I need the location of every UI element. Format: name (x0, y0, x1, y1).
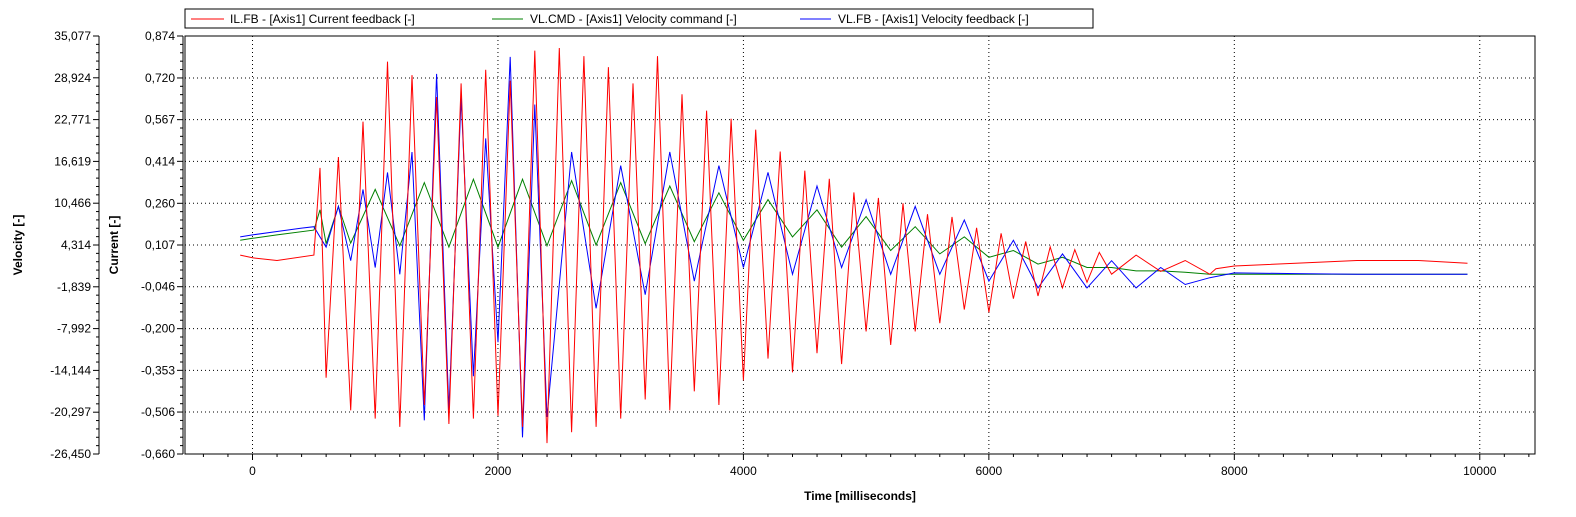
velocity-tick-label: -1,839 (57, 280, 91, 294)
current-tick-label: -0,200 (141, 322, 175, 336)
legend-box (184, 8, 1094, 29)
legend: IL.FB - [Axis1] Current feedback [-] VL.… (184, 8, 1094, 29)
series-layer (240, 47, 1468, 444)
current-tick-label: -0,353 (141, 363, 175, 377)
x-tick-label: 0 (249, 464, 256, 478)
x-tick-label: 10000 (1463, 464, 1497, 478)
current-tick-label: 0,874 (145, 29, 175, 43)
velocity-tick-label: -7,992 (57, 322, 91, 336)
velocity-tick-label: 35,077 (54, 29, 91, 43)
series-current-feedback (240, 47, 1468, 444)
x-tick-label: 2000 (485, 464, 512, 478)
velocity-tick-label: 22,771 (54, 113, 91, 127)
current-tick-label: 0,107 (145, 238, 175, 252)
plot-area (184, 35, 1536, 455)
current-axis-title: Current [-] (107, 216, 121, 275)
velocity-tick-label: -26,450 (50, 447, 91, 461)
x-axis: 0 2000 4000 6000 8000 10000 (202, 454, 1530, 478)
velocity-tick-label: 10,466 (54, 196, 91, 210)
x-tick-label: 6000 (976, 464, 1003, 478)
x-tick-label: 4000 (730, 464, 757, 478)
velocity-tick-label: 4,314 (61, 238, 91, 252)
x-tick-label: 8000 (1221, 464, 1248, 478)
current-tick-label: 0,414 (145, 154, 175, 168)
velocity-tick-label: 16,619 (54, 154, 91, 168)
grid (185, 36, 1535, 454)
current-axis: 0,874 0,720 0,567 0,414 0,260 0,107 -0,046 -0,2… (141, 29, 184, 461)
velocity-tick-label: 28,924 (54, 71, 91, 85)
legend-label-velocity-feedback: VL.FB - [Axis1] Velocity feedback [-] (838, 12, 1029, 26)
velocity-tick-label: -14,144 (50, 363, 91, 377)
current-tick-label: 0,720 (145, 71, 175, 85)
current-tick-label: -0,506 (141, 405, 175, 419)
legend-label-current-feedback: IL.FB - [Axis1] Current feedback [-] (230, 12, 415, 26)
current-tick-label: 0,260 (145, 196, 175, 210)
velocity-tick-label: -20,297 (50, 405, 91, 419)
velocity-axis-title: Velocity [-] (11, 215, 25, 276)
legend-label-velocity-command: VL.CMD - [Axis1] Velocity command [-] (530, 12, 737, 26)
current-tick-label: -0,660 (141, 447, 175, 461)
velocity-axis: 35,077 28,924 22,771 16,619 10,466 4,314 -1,83… (50, 29, 100, 461)
x-axis-title: Time [milliseconds] (804, 489, 916, 503)
current-tick-label: -0,046 (141, 280, 175, 294)
current-tick-label: 0,567 (145, 113, 175, 127)
series-velocity-feedback (240, 56, 1468, 438)
